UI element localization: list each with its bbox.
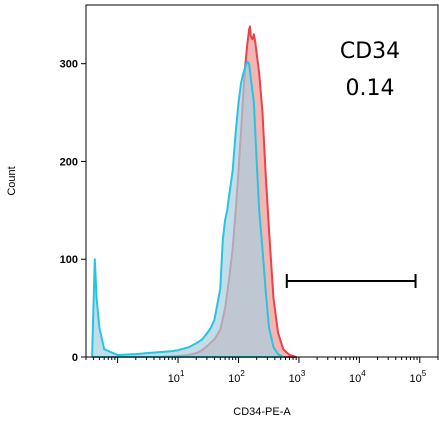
gate-layer [285, 274, 417, 288]
annotation-line2: 0.14 [346, 76, 395, 101]
x-tick-label: 104 [349, 369, 366, 385]
series-layer [91, 25, 298, 358]
y-tick-label: 200 [60, 156, 78, 168]
x-tick-label: 102 [228, 369, 245, 385]
y-axis-title: Count [6, 166, 18, 195]
x-tick-label: 103 [289, 369, 306, 385]
series-2-area [91, 60, 285, 358]
y-tick-label: 0 [72, 352, 78, 364]
annotation-line1: CD34 [340, 39, 400, 64]
y-tick-label: 100 [60, 254, 78, 266]
x-axis-title: CD34-PE-A [233, 406, 291, 418]
x-axis: 101 102 103 104 105 [85, 357, 439, 385]
y-axis: 0 100 200 300 [60, 59, 86, 364]
plot-frame [85, 4, 439, 358]
x-tick-label: 101 [168, 369, 185, 385]
x-tick-label: 105 [409, 369, 426, 385]
y-tick-label: 300 [60, 59, 78, 71]
